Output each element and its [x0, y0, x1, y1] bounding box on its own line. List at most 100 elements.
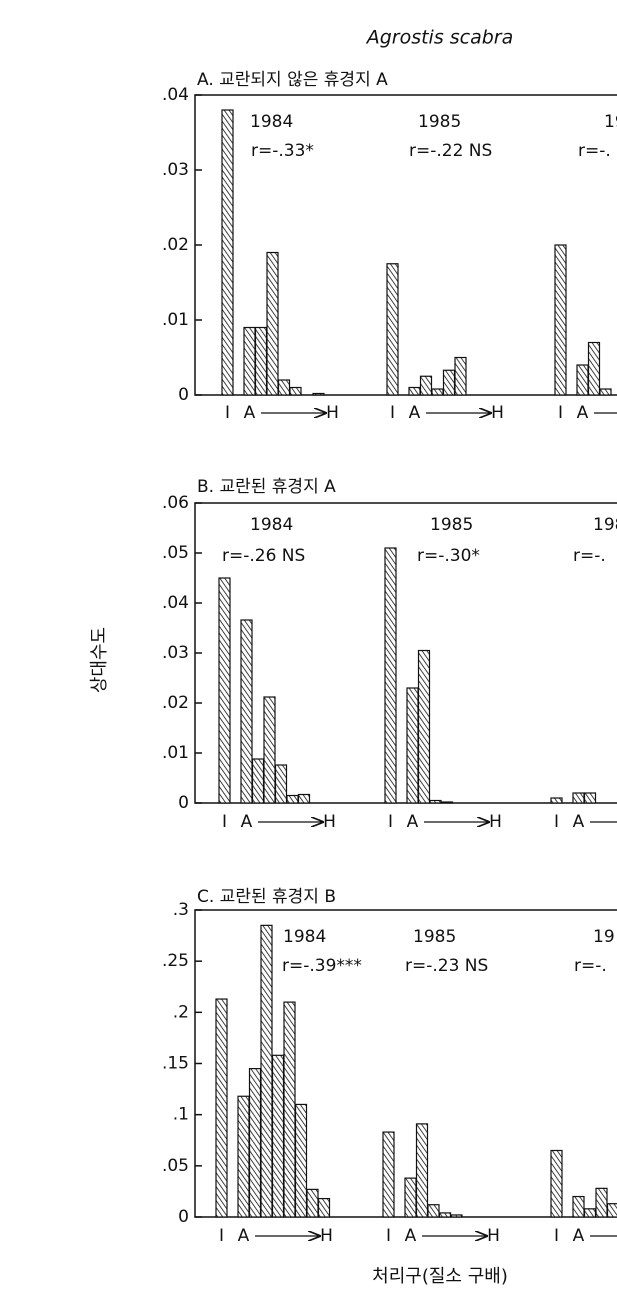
chart-title: Agrostis scabra	[365, 27, 514, 49]
y-tick-label: .05	[162, 543, 189, 563]
x-tick-label: H	[487, 1226, 500, 1246]
bar	[306, 1188, 319, 1218]
bar	[431, 388, 444, 396]
bar	[550, 797, 563, 804]
year-label: 1985	[413, 927, 456, 947]
x-tick-label: I	[222, 812, 227, 832]
correlation-label: r=-.33*	[251, 141, 314, 161]
bar	[595, 1187, 608, 1218]
bar	[386, 263, 399, 396]
bar	[572, 1195, 585, 1218]
bar	[382, 1131, 395, 1218]
bar	[454, 356, 467, 396]
bar	[254, 326, 268, 396]
correlation-label: r=-.	[578, 141, 611, 161]
y-tick-label: .01	[162, 743, 189, 763]
x-tick-label: H	[491, 403, 504, 423]
y-tick-label: .06	[162, 493, 189, 513]
bar	[283, 1001, 296, 1218]
year-label: 19	[593, 927, 615, 947]
bar	[218, 577, 231, 804]
x-tick-label: I	[219, 1226, 224, 1246]
y-tick-label: 0	[178, 1207, 189, 1227]
bar	[408, 386, 421, 396]
x-tick-label: I	[558, 403, 563, 423]
bar	[404, 1177, 417, 1218]
x-tick-label: I	[554, 1226, 559, 1246]
panel-title: C. 교란된 휴경지 B	[197, 887, 336, 907]
correlation-label: r=-.26 NS	[222, 546, 305, 566]
correlation-label: r=-.22 NS	[409, 141, 492, 161]
bar	[274, 764, 288, 804]
x-tick-label: H	[326, 403, 339, 423]
bar	[572, 792, 585, 804]
y-tick-label: .02	[162, 235, 189, 255]
y-tick-label: .02	[162, 693, 189, 713]
panel-title: B. 교란된 휴경지 A	[197, 477, 336, 497]
year-label: 1984	[250, 112, 293, 132]
bar	[312, 392, 325, 396]
x-axis-label: 처리구(질소 구배)	[372, 1266, 508, 1287]
x-tick-label: A	[577, 403, 589, 423]
bar	[450, 1214, 463, 1218]
y-tick-label: 0	[178, 385, 189, 405]
x-tick-label: A	[405, 1226, 417, 1246]
y-tick-label: .04	[162, 593, 189, 613]
correlation-label: r=-.39***	[282, 956, 362, 976]
bar	[263, 696, 276, 804]
bar	[251, 758, 265, 804]
bar	[237, 1095, 250, 1218]
year-label: 1984	[283, 927, 326, 947]
x-tick-label: H	[489, 812, 502, 832]
y-tick-label: .25	[162, 951, 189, 971]
bar	[419, 375, 433, 396]
bar	[583, 1208, 597, 1218]
bar	[271, 1054, 285, 1218]
y-tick-label: 0	[178, 793, 189, 813]
x-tick-label: I	[225, 403, 230, 423]
bar	[442, 369, 456, 396]
y-tick-label: .05	[162, 1156, 189, 1176]
bar	[554, 244, 567, 396]
bar	[260, 924, 273, 1218]
bar	[317, 1197, 331, 1218]
y-tick-label: .15	[162, 1054, 189, 1074]
y-tick-label: .01	[162, 310, 189, 330]
bar	[587, 341, 601, 396]
correlation-label: r=-.30*	[417, 546, 480, 566]
bar	[406, 687, 419, 804]
x-tick-label: A	[238, 1226, 250, 1246]
y-tick-label: .1	[173, 1105, 189, 1125]
x-tick-label: H	[320, 1226, 333, 1246]
year-label: 19	[604, 112, 617, 132]
bar	[240, 619, 253, 804]
y-tick-label: .2	[173, 1002, 189, 1022]
bar	[417, 649, 431, 804]
x-tick-label: A	[407, 812, 419, 832]
panel-title: A. 교란되지 않은 휴경지 A	[197, 70, 388, 90]
x-tick-label: A	[573, 1226, 585, 1246]
y-tick-label: .04	[162, 85, 189, 105]
bar	[429, 799, 442, 804]
bar	[243, 326, 256, 396]
correlation-label: r=-.	[573, 546, 606, 566]
bar	[438, 1212, 452, 1218]
x-tick-label: H	[323, 812, 336, 832]
correlation-label: r=-.23 NS	[405, 956, 488, 976]
x-tick-label: I	[388, 812, 393, 832]
bar	[297, 793, 311, 804]
y-axis-label: 상대수도	[89, 627, 110, 693]
x-tick-label: A	[409, 403, 421, 423]
y-tick-label: .03	[162, 643, 189, 663]
year-label: 1985	[418, 112, 461, 132]
y-tick-label: .3	[173, 900, 189, 920]
bar	[415, 1123, 429, 1218]
bar	[289, 386, 302, 396]
year-label: 1985	[430, 515, 473, 535]
x-tick-label: I	[386, 1226, 391, 1246]
y-tick-label: .03	[162, 160, 189, 180]
year-label: 198	[593, 515, 617, 535]
bar	[606, 1203, 617, 1218]
bar	[550, 1149, 563, 1218]
